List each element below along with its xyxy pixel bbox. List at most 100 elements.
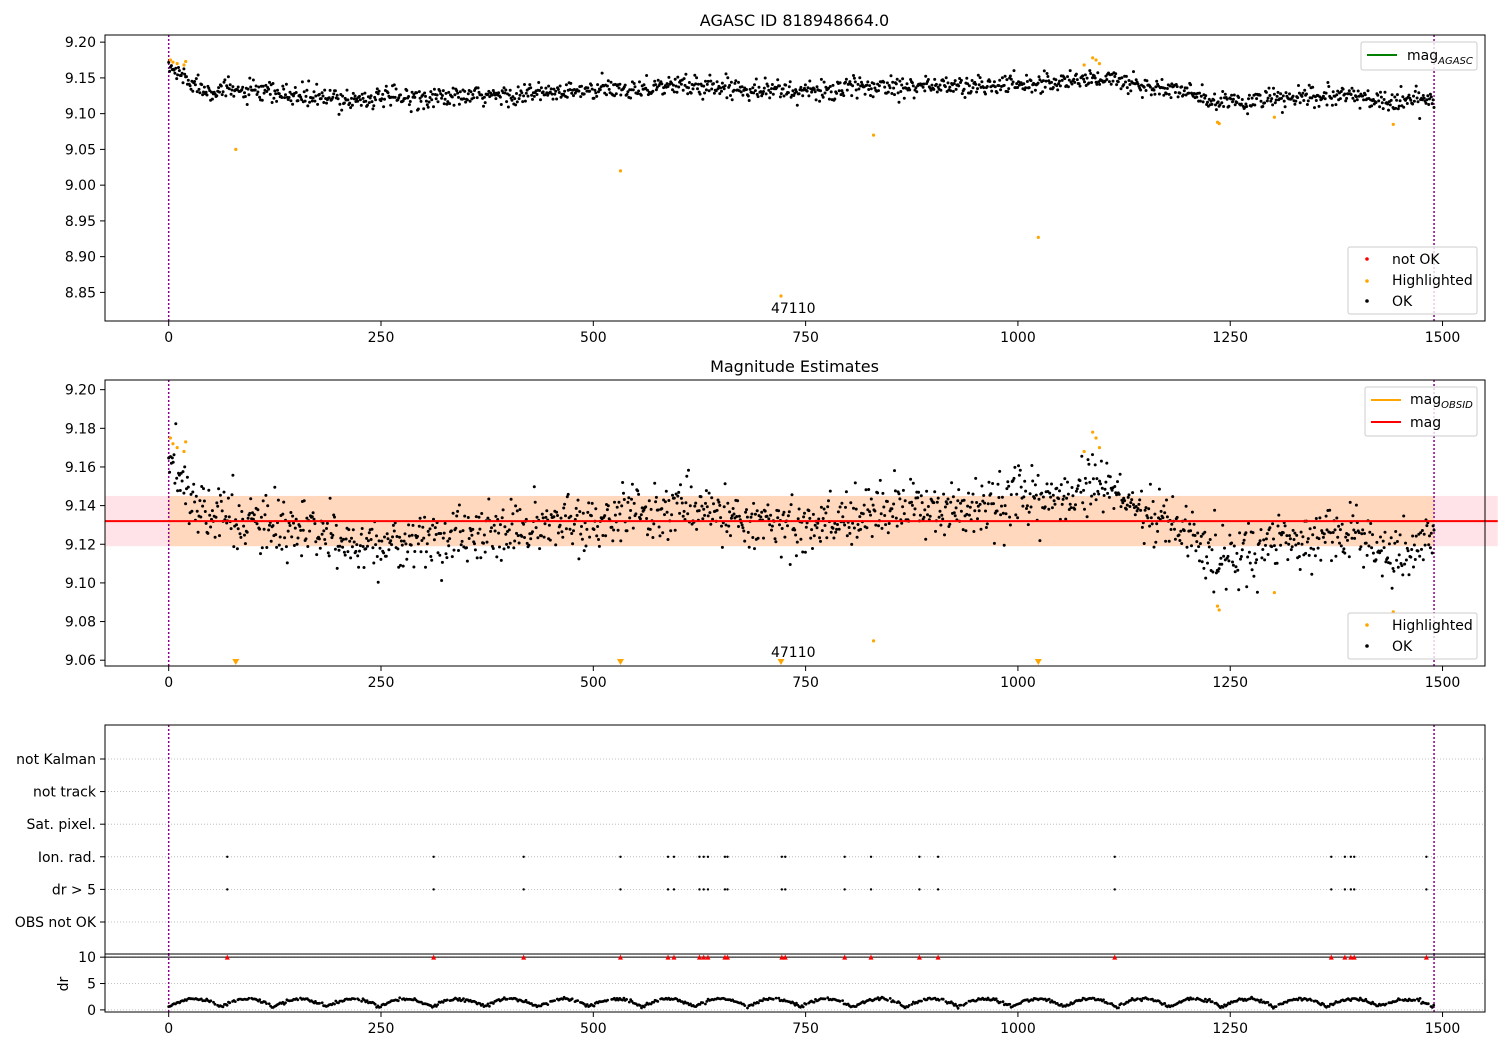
ok-point: [813, 523, 817, 527]
ok-point: [753, 89, 757, 93]
ok-point: [564, 83, 568, 87]
ok-point: [1042, 69, 1046, 73]
x-tick-label: 1000: [1000, 1021, 1036, 1037]
ok-point: [1288, 537, 1292, 541]
ok-point: [844, 490, 848, 494]
ok-point: [1231, 563, 1235, 567]
ok-point: [1305, 103, 1309, 106]
ok-point: [1362, 98, 1366, 102]
dr-point: [701, 1001, 705, 1005]
ok-point: [1041, 495, 1045, 499]
ok-point: [920, 501, 924, 505]
ok-point: [384, 554, 388, 558]
ok-point: [1354, 531, 1357, 534]
ok-point: [255, 522, 259, 526]
ok-point: [1005, 78, 1009, 82]
ok-point: [552, 87, 556, 91]
ok-point: [1027, 86, 1031, 90]
ok-point: [1050, 482, 1053, 486]
ok-point: [1107, 80, 1111, 84]
ok-point: [390, 543, 394, 547]
ok-point: [642, 83, 646, 87]
ok-point: [464, 100, 468, 104]
ok-point: [856, 82, 860, 86]
ok-point: [726, 76, 730, 80]
ok-point: [227, 87, 231, 91]
ok-point: [834, 530, 838, 534]
ok-point: [867, 88, 871, 91]
ok-point: [947, 525, 951, 528]
ok-point: [1247, 550, 1251, 554]
ok-point: [905, 82, 909, 86]
ok-point: [288, 524, 292, 527]
ok-point: [1393, 95, 1397, 99]
dr-point: [1163, 1002, 1167, 1005]
highlighted-point: [1082, 449, 1086, 454]
ok-point: [1122, 496, 1126, 500]
ok-point: [1354, 95, 1358, 99]
ok-point: [626, 500, 630, 504]
ok-point: [1402, 514, 1406, 518]
ok-point: [1000, 76, 1004, 80]
ok-point: [307, 79, 311, 83]
highlighted-point: [234, 147, 238, 151]
ok-point: [291, 102, 295, 106]
ok-point: [1420, 529, 1424, 532]
ok-point: [294, 517, 298, 521]
ok-point: [818, 99, 822, 103]
ok-point: [1421, 558, 1425, 562]
ok-point: [1074, 72, 1078, 76]
ok-point: [1222, 554, 1226, 558]
ok-point: [1267, 86, 1271, 90]
y-tick-label: 9.05: [65, 142, 96, 158]
panel2-x-ticks: 0 250 500 750 1000 1250 1500: [164, 666, 1460, 691]
ok-point: [510, 98, 514, 102]
highlighted-point: [1272, 115, 1276, 119]
ok-point: [942, 79, 946, 83]
ok-point: [862, 503, 866, 507]
ok-point: [394, 87, 398, 91]
ok-point: [274, 533, 278, 537]
ok-point: [1152, 545, 1156, 549]
ok-point: [239, 535, 243, 539]
legend-label-highlighted: Highlighted: [1392, 273, 1473, 289]
ok-point: [1277, 513, 1281, 517]
ok-point: [561, 535, 565, 539]
ok-point: [881, 491, 885, 495]
ok-point: [1247, 521, 1250, 525]
ok-point: [760, 510, 764, 514]
ok-point: [1392, 569, 1396, 573]
ok-point: [838, 505, 842, 509]
ok-point: [1341, 87, 1345, 91]
ok-point: [1281, 531, 1285, 535]
ok-point: [210, 97, 214, 101]
ok-point: [273, 485, 277, 489]
ok-point: [350, 536, 353, 540]
panel2-annotation: 47110: [771, 645, 816, 661]
ok-point: [460, 539, 464, 543]
ok-point: [1000, 495, 1004, 499]
ok-point: [1173, 537, 1177, 541]
ok-point: [1347, 89, 1351, 93]
ok-point: [1023, 479, 1027, 483]
ok-point: [407, 523, 411, 527]
ok-point: [1002, 543, 1006, 547]
ok-point: [1371, 98, 1375, 101]
ok-point: [1288, 534, 1291, 538]
flag-point: [698, 888, 701, 891]
ok-point: [217, 487, 221, 491]
ok-point: [586, 86, 590, 90]
ok-point: [263, 513, 267, 517]
ok-point: [937, 515, 941, 519]
ok-point: [1368, 530, 1372, 534]
ok-point: [1211, 570, 1215, 574]
ok-point: [1036, 81, 1040, 85]
y-tick-label: 9.20: [65, 383, 96, 399]
ok-point: [386, 91, 390, 95]
ok-point: [465, 559, 469, 563]
ok-point: [794, 90, 798, 94]
ok-point: [354, 549, 358, 553]
ok-point: [186, 485, 190, 489]
ok-point: [752, 501, 756, 505]
ok-point: [1002, 83, 1006, 87]
